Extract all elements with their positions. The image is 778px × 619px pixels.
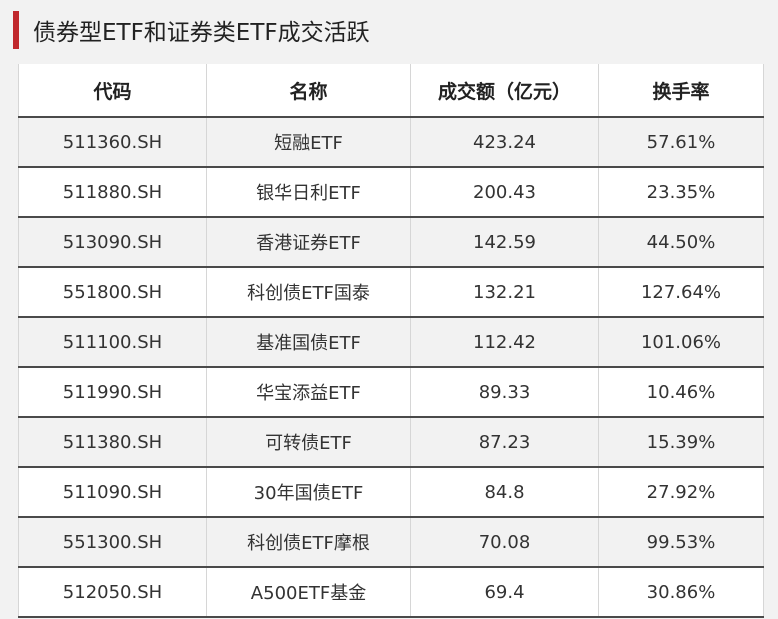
cell-code: 511360.SH xyxy=(18,117,207,168)
cell-rate: 57.61% xyxy=(598,117,764,168)
cell-name: 香港证券ETF xyxy=(206,217,411,268)
header-turnover-amount: 成交额（亿元） xyxy=(410,64,599,118)
header-turnover-rate: 换手率 xyxy=(598,64,764,118)
table-row: 511380.SH 可转债ETF 87.23 15.39% xyxy=(18,417,764,468)
cell-amount: 87.23 xyxy=(410,417,599,468)
title-accent-bar xyxy=(13,11,19,49)
cell-rate: 30.86% xyxy=(598,567,764,618)
cell-code: 511100.SH xyxy=(18,317,207,368)
cell-rate: 44.50% xyxy=(598,217,764,268)
table-row: 511100.SH 基准国债ETF 112.42 101.06% xyxy=(18,317,764,368)
table-row: 551300.SH 科创债ETF摩根 70.08 99.53% xyxy=(18,517,764,568)
cell-code: 511380.SH xyxy=(18,417,207,468)
cell-amount: 89.33 xyxy=(410,367,599,418)
title-bar: 债券型ETF和证券类ETF成交活跃 xyxy=(13,8,370,52)
cell-rate: 127.64% xyxy=(598,267,764,318)
cell-rate: 10.46% xyxy=(598,367,764,418)
cell-amount: 84.8 xyxy=(410,467,599,518)
cell-name: 科创债ETF国泰 xyxy=(206,267,411,318)
table-row: 511990.SH 华宝添益ETF 89.33 10.46% xyxy=(18,367,764,418)
table-row: 511090.SH 30年国债ETF 84.8 27.92% xyxy=(18,467,764,518)
cell-amount: 423.24 xyxy=(410,117,599,168)
table-body: 511360.SH 短融ETF 423.24 57.61% 511880.SH … xyxy=(18,117,764,618)
cell-rate: 99.53% xyxy=(598,517,764,568)
header-row: 代码 名称 成交额（亿元） 换手率 xyxy=(18,64,764,118)
etf-table: 代码 名称 成交额（亿元） 换手率 511360.SH 短融ETF 423.24… xyxy=(18,64,764,618)
cell-code: 511880.SH xyxy=(18,167,207,218)
cell-code: 551300.SH xyxy=(18,517,207,568)
table-row: 551800.SH 科创债ETF国泰 132.21 127.64% xyxy=(18,267,764,318)
table-row: 511360.SH 短融ETF 423.24 57.61% xyxy=(18,117,764,168)
page-title: 债券型ETF和证券类ETF成交活跃 xyxy=(33,20,370,46)
cell-rate: 27.92% xyxy=(598,467,764,518)
cell-amount: 69.4 xyxy=(410,567,599,618)
cell-name: 30年国债ETF xyxy=(206,467,411,518)
cell-code: 513090.SH xyxy=(18,217,207,268)
cell-code: 551800.SH xyxy=(18,267,207,318)
table-row: 511880.SH 银华日利ETF 200.43 23.35% xyxy=(18,167,764,218)
cell-code: 511990.SH xyxy=(18,367,207,418)
cell-rate: 101.06% xyxy=(598,317,764,368)
cell-name: 银华日利ETF xyxy=(206,167,411,218)
cell-name: 科创债ETF摩根 xyxy=(206,517,411,568)
cell-rate: 15.39% xyxy=(598,417,764,468)
cell-code: 511090.SH xyxy=(18,467,207,518)
table-row: 513090.SH 香港证券ETF 142.59 44.50% xyxy=(18,217,764,268)
cell-amount: 112.42 xyxy=(410,317,599,368)
etf-table-container: 代码 名称 成交额（亿元） 换手率 511360.SH 短融ETF 423.24… xyxy=(18,64,764,618)
cell-name: 可转债ETF xyxy=(206,417,411,468)
cell-name: 华宝添益ETF xyxy=(206,367,411,418)
cell-amount: 142.59 xyxy=(410,217,599,268)
cell-name: 短融ETF xyxy=(206,117,411,168)
cell-amount: 200.43 xyxy=(410,167,599,218)
cell-code: 512050.SH xyxy=(18,567,207,618)
cell-amount: 132.21 xyxy=(410,267,599,318)
table-row: 512050.SH A500ETF基金 69.4 30.86% xyxy=(18,567,764,618)
cell-rate: 23.35% xyxy=(598,167,764,218)
table-header: 代码 名称 成交额（亿元） 换手率 xyxy=(18,64,764,118)
cell-amount: 70.08 xyxy=(410,517,599,568)
header-code: 代码 xyxy=(18,64,207,118)
header-name: 名称 xyxy=(206,64,411,118)
cell-name: 基准国债ETF xyxy=(206,317,411,368)
cell-name: A500ETF基金 xyxy=(206,567,411,618)
